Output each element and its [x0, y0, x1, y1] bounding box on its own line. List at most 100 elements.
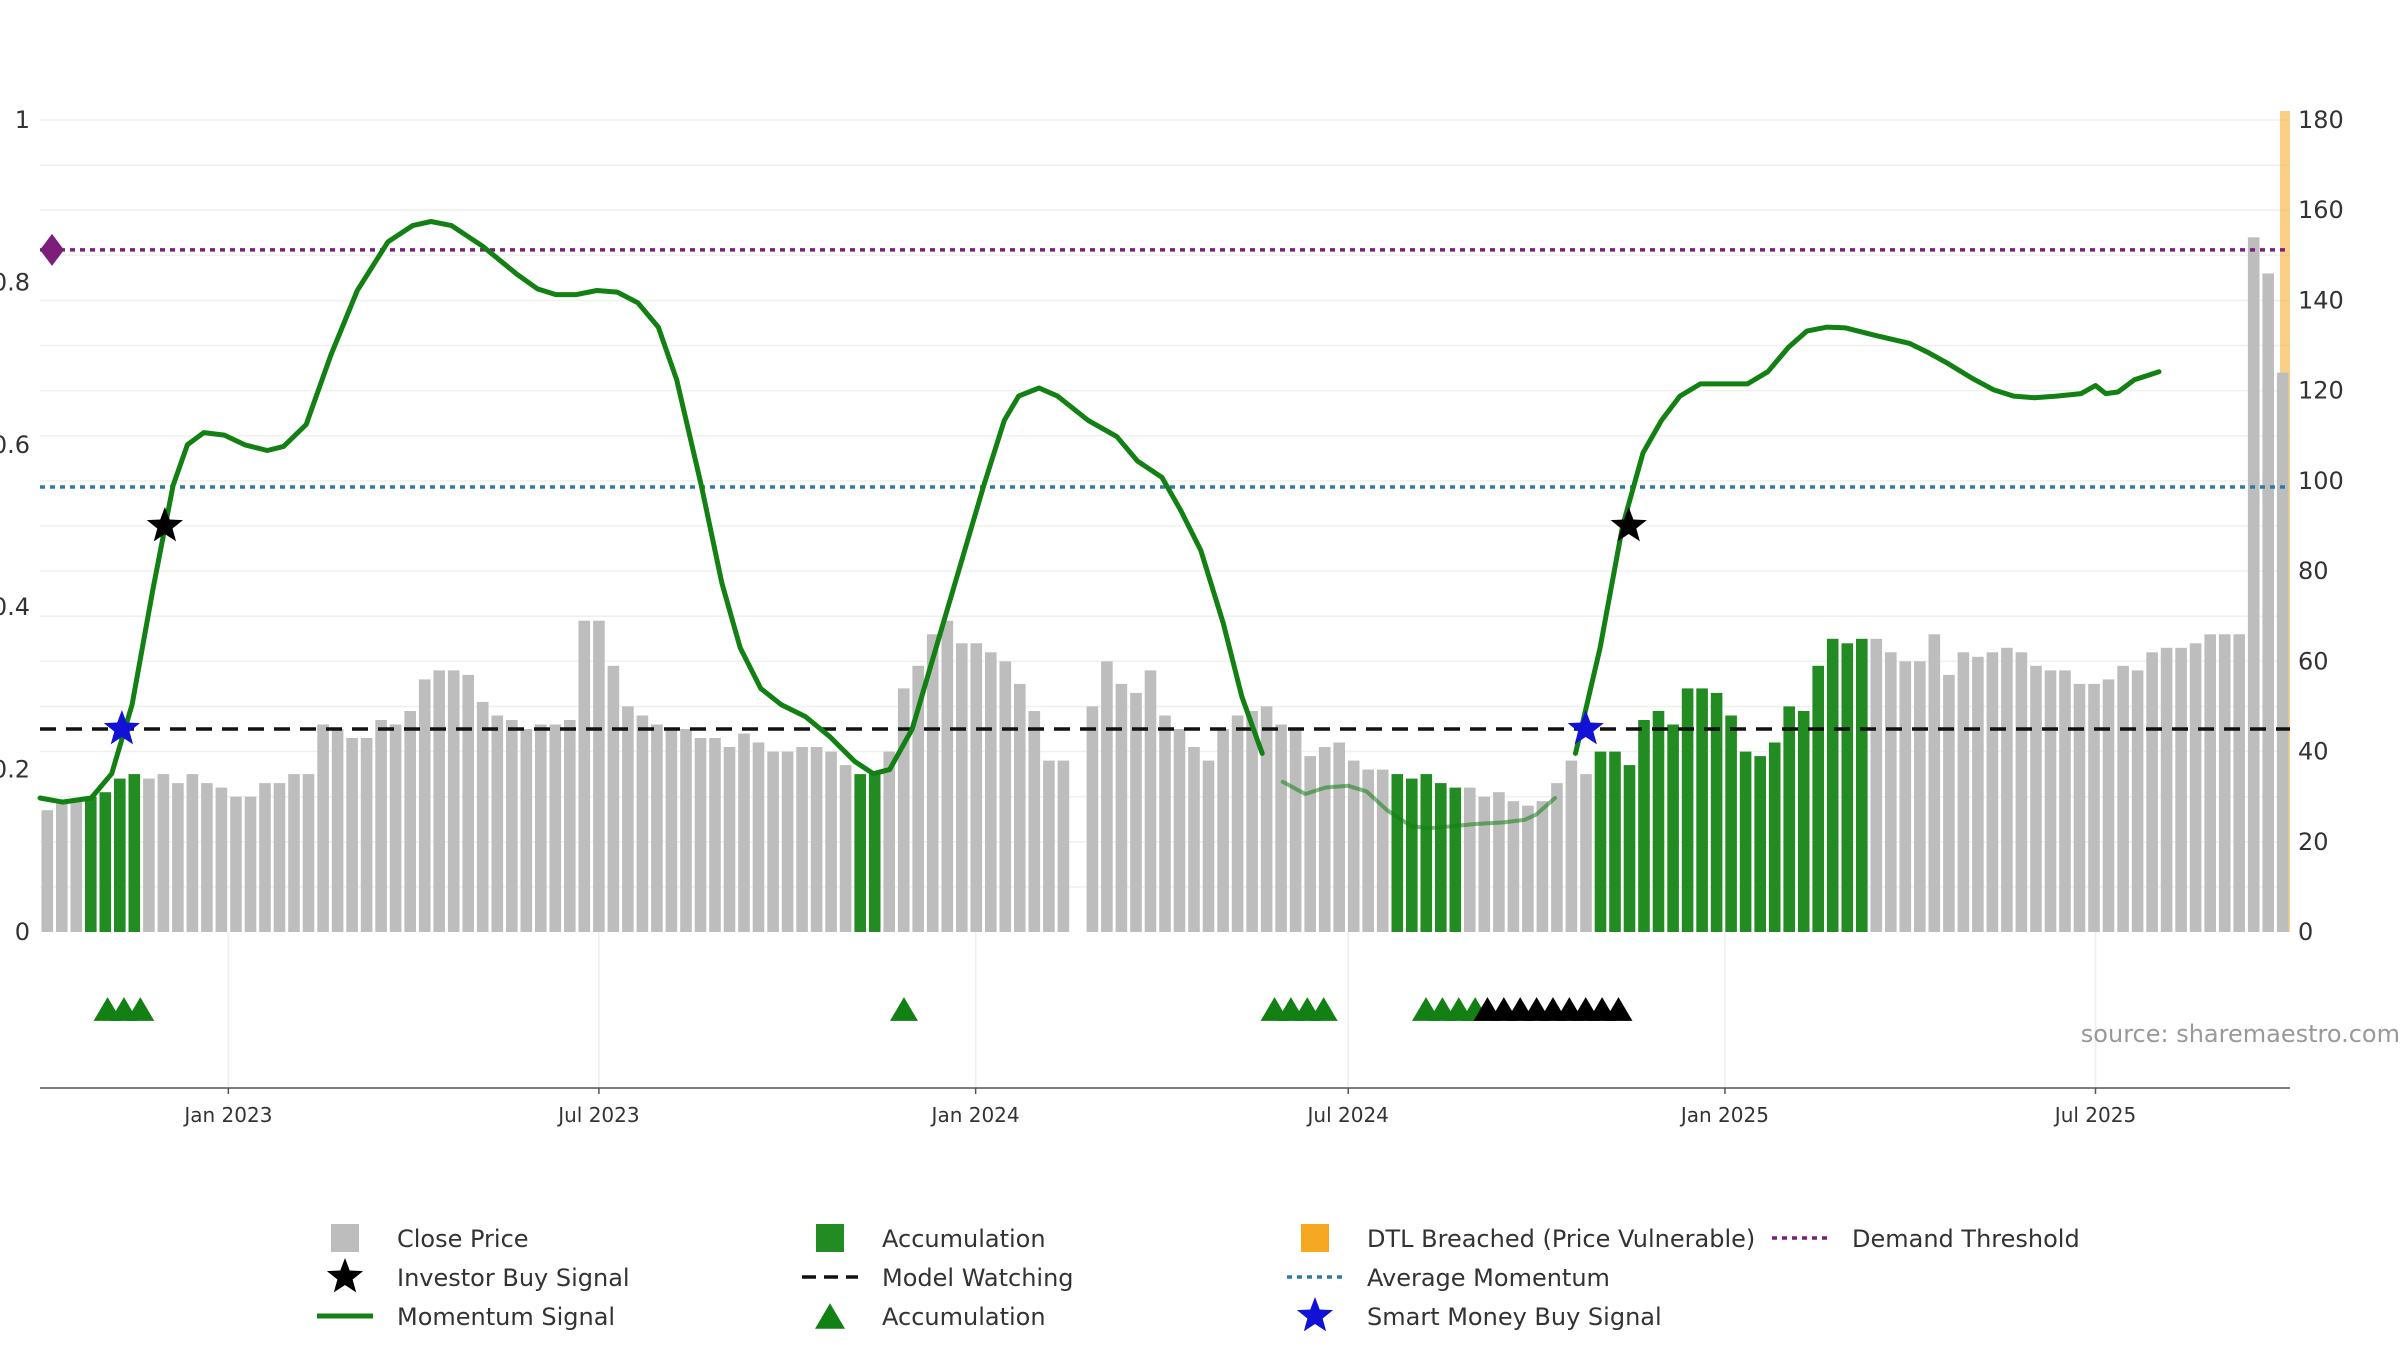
price-bar	[2102, 679, 2115, 932]
price-bar	[752, 742, 765, 932]
price-bar	[665, 729, 678, 932]
right-axis-tick: 0	[2298, 918, 2313, 946]
price-bar	[506, 720, 518, 932]
price-bar	[1885, 652, 1897, 932]
momentum-line	[37, 219, 1265, 805]
accumulation-bar	[868, 774, 881, 932]
accumulation-bar	[1623, 765, 1636, 932]
price-bar	[1943, 674, 1955, 932]
price-bar	[433, 670, 445, 932]
left-axis-tick: 1	[15, 106, 30, 134]
price-bar	[1188, 747, 1200, 932]
left-axis-tick: 0.8	[0, 268, 30, 296]
right-axis-tick: 40	[2298, 738, 2329, 766]
accumulation-bar	[1856, 638, 1868, 932]
legend-item-demand: Demand Threshold	[1772, 1225, 2080, 1253]
price-bar	[1318, 747, 1331, 932]
price-bar	[738, 733, 750, 932]
price-bar	[2059, 670, 2071, 932]
price-bar	[839, 765, 852, 932]
accumulation-bar	[1739, 751, 1752, 932]
right-axis-tick: 60	[2298, 647, 2329, 675]
price-bar	[912, 665, 924, 932]
legend-triangle-icon	[815, 1303, 845, 1329]
legend-swatch	[1301, 1224, 1329, 1252]
price-bar	[404, 711, 416, 932]
price-bar	[1986, 652, 1999, 932]
price-bar	[593, 620, 605, 932]
price-bar	[549, 724, 562, 932]
right-axis-tick: 160	[2298, 196, 2344, 224]
price-bar	[1217, 729, 1229, 932]
legend-item-smart: Smart Money Buy Signal	[1296, 1297, 1662, 1332]
legend-star-icon	[326, 1258, 364, 1293]
left-axis-tick: 0.2	[0, 756, 30, 784]
price-bar	[1231, 715, 1244, 932]
price-bar	[288, 774, 300, 932]
price-bar	[1565, 760, 1578, 932]
price-bar	[970, 643, 983, 932]
price-bar	[360, 738, 373, 932]
price-bar	[2088, 683, 2100, 932]
price-bar	[1478, 796, 1491, 932]
x-axis-tick: Jul 2024	[1306, 1103, 1389, 1127]
legend-item-investor: Investor Buy Signal	[326, 1258, 630, 1293]
price-bar	[1289, 729, 1302, 932]
price-bar	[1014, 683, 1026, 932]
accumulation-bar	[1420, 774, 1433, 932]
price-bar	[2117, 665, 2129, 932]
legend: Close Price Investor Buy Signal Momentum S…	[317, 1224, 2080, 1332]
right-axis-tick: 140	[2298, 286, 2344, 314]
accumulation-bar	[1754, 756, 1766, 932]
left-axis-tick: 0	[15, 918, 30, 946]
price-bar	[476, 701, 489, 932]
price-bar	[956, 643, 968, 932]
price-bar	[491, 715, 504, 932]
accumulation-bar	[99, 792, 112, 932]
accumulation-bar	[1594, 751, 1607, 932]
signal-markers	[103, 507, 1647, 745]
price-bars	[41, 237, 2289, 933]
price-bar	[767, 751, 779, 932]
price-bar	[1464, 787, 1476, 932]
price-bar	[56, 801, 68, 932]
momentum-series	[37, 219, 2162, 831]
legend-label: Average Momentum	[1367, 1264, 1610, 1292]
legend-item-accumulation_marker: Accumulation	[815, 1303, 1046, 1331]
price-bar	[389, 724, 402, 932]
price-bar	[2247, 237, 2260, 933]
momentum-line	[1573, 324, 2162, 756]
price-bar	[230, 796, 242, 932]
legend-label: Smart Money Buy Signal	[1367, 1303, 1662, 1331]
legend-label: Accumulation	[882, 1303, 1046, 1331]
price-bar	[651, 724, 663, 932]
legend-star-icon	[1296, 1297, 1334, 1332]
price-bar	[462, 674, 474, 932]
price-bar	[302, 774, 315, 932]
accumulation-bar	[1391, 774, 1404, 932]
legend-item-accumulation: Accumulation	[816, 1224, 1046, 1253]
right-axis-tick: 20	[2298, 828, 2329, 856]
price-bar	[1347, 760, 1360, 932]
price-bar	[186, 774, 199, 932]
price-bar	[1115, 683, 1128, 932]
legend-label: Investor Buy Signal	[397, 1264, 630, 1292]
price-bar	[636, 715, 649, 932]
price-bar	[1028, 711, 1041, 932]
demand-threshold-marker	[40, 233, 64, 266]
legend-swatch	[816, 1224, 844, 1252]
price-bar	[2262, 273, 2274, 932]
price-bar	[215, 787, 228, 932]
legend-item-average: Average Momentum	[1287, 1264, 1610, 1292]
price-bar	[1914, 661, 1926, 932]
accumulation-bar	[1783, 706, 1795, 932]
price-bar	[2146, 652, 2158, 932]
legend-label: Demand Threshold	[1852, 1225, 2080, 1253]
price-bar	[1304, 756, 1316, 932]
price-bar	[2276, 372, 2289, 933]
price-bar	[535, 724, 547, 932]
price-bar	[259, 783, 271, 932]
price-bar	[825, 751, 837, 932]
momentum-line-weak	[1280, 779, 1557, 831]
price-bar	[1493, 792, 1505, 932]
